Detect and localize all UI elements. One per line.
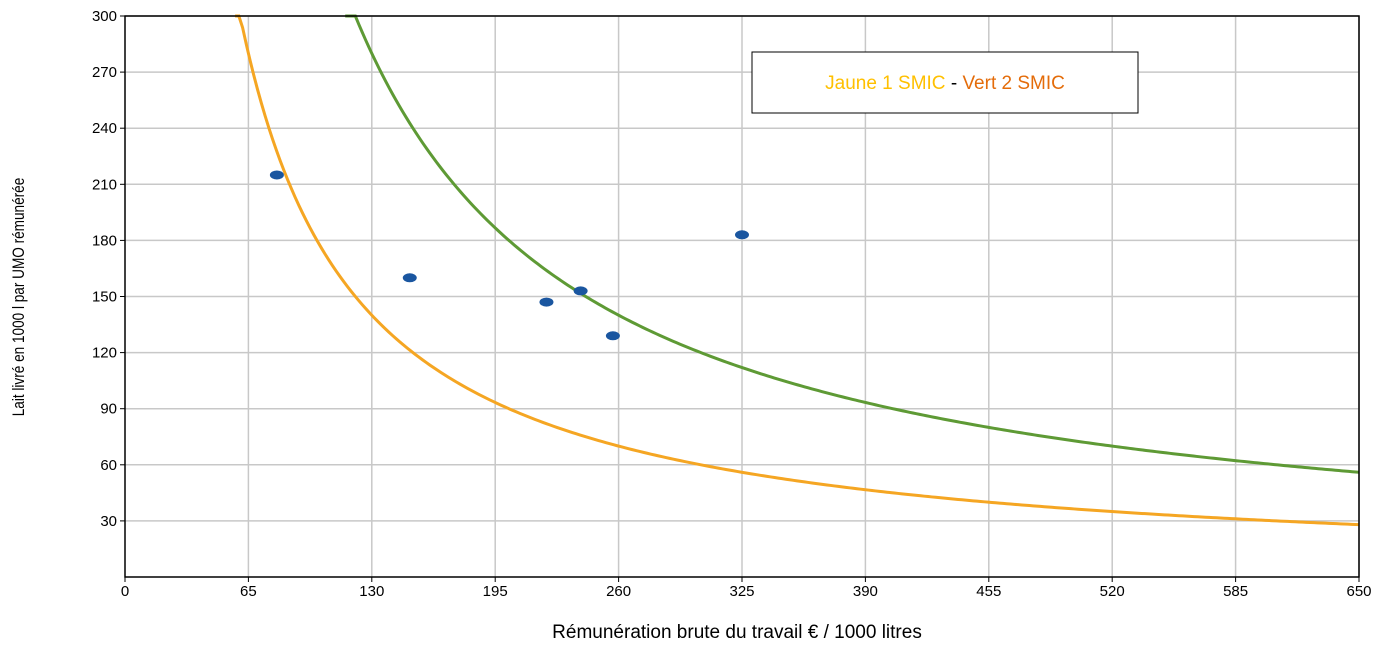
x-tick-label: 260 (606, 583, 631, 600)
data-point (735, 230, 749, 240)
curves (235, 14, 1360, 527)
y-axis-ticks: 30 60 90 120 150 180 210 240 270 300 (92, 8, 125, 530)
x-axis-ticks: 0 65 130 195 260 325 390 455 520 585 650 (121, 577, 1372, 600)
x-tick-label: 130 (359, 583, 384, 600)
x-tick-label: 325 (729, 583, 754, 600)
y-tick-label: 240 (92, 120, 117, 137)
x-tick-label: 195 (483, 583, 508, 600)
x-tick-label: 390 (853, 583, 878, 600)
data-point (269, 170, 284, 180)
grid (125, 15, 1360, 577)
y-tick-label: 90 (100, 401, 117, 418)
data-point (402, 273, 417, 283)
y-tick-label: 270 (92, 64, 117, 81)
x-tick-label: 0 (121, 583, 129, 600)
x-tick-label: 650 (1346, 583, 1371, 600)
y-tick-label: 60 (100, 457, 117, 474)
x-axis-label: Rémunération brute du travail € / 1000 l… (552, 622, 922, 643)
y-tick-label: 210 (92, 176, 117, 193)
y-tick-label: 180 (92, 232, 117, 249)
y-tick-label: 30 (100, 513, 117, 530)
curve-vert-2-smic (345, 14, 1360, 474)
y-axis-label: Lait livré en 1000 l par UMO rémunérée (10, 178, 29, 417)
data-points (269, 170, 749, 341)
curve-jaune-1-smic (235, 14, 1360, 527)
legend-text: Jaune 1 SMIC - Vert 2 SMIC (825, 73, 1065, 94)
x-tick-label: 455 (976, 583, 1001, 600)
legend-box (751, 51, 1139, 114)
x-tick-label: 520 (1100, 583, 1125, 600)
legend-entry-jaune: Jaune 1 SMIC (825, 73, 945, 94)
x-tick-label: 65 (240, 583, 257, 600)
x-tick-label: 585 (1223, 583, 1248, 600)
y-tick-label: 150 (92, 289, 117, 306)
legend: Jaune 1 SMIC - Vert 2 SMIC (751, 51, 1139, 114)
y-tick-label: 120 (92, 345, 117, 362)
data-point (539, 297, 554, 307)
data-point (605, 331, 620, 341)
legend-entry-vert: Vert 2 SMIC (962, 73, 1064, 94)
data-point (573, 286, 588, 296)
legend-separator: - (946, 73, 963, 94)
y-tick-label: 300 (92, 8, 117, 25)
